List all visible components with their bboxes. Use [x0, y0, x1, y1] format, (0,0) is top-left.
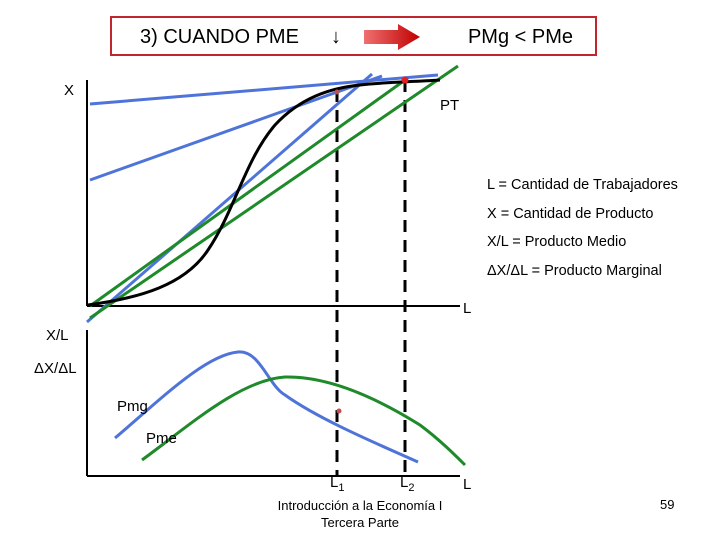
pmg-label: Pmg [117, 398, 148, 415]
top-y-axis-label: X [64, 82, 75, 99]
tangent-point-l2 [401, 76, 409, 84]
l1-letter: L [330, 474, 339, 491]
blue-line-top [89, 73, 439, 106]
down-arrow-icon: ↓ [331, 26, 341, 48]
blue-line-bottom [86, 72, 373, 324]
l1-subscript: 1 [338, 482, 345, 494]
title-right-text: PMg < PMe [467, 26, 573, 48]
legend-line-3: X/L = Producto Medio [487, 234, 627, 250]
bottom-y-axis-label-1: X/L [46, 327, 69, 344]
green-line-ray [89, 78, 406, 308]
l2-letter: L [400, 474, 409, 491]
page-number: 59 [660, 497, 675, 512]
legend-line-4: ΔX/ΔL = Producto Marginal [487, 263, 662, 279]
l1-label: L1 [330, 474, 344, 494]
pme-label: Pme [146, 430, 177, 447]
top-x-axis-label: L [463, 300, 472, 317]
legend-line-2: X = Cantidad de Producto [487, 206, 654, 222]
bottom-y-axis-label-2: ΔX/ΔL [34, 360, 77, 377]
pt-curve-label: PT [440, 97, 460, 114]
implies-arrow-icon [364, 24, 420, 50]
l2-label: L2 [400, 474, 414, 494]
footer-part: Tercera Parte [320, 515, 400, 530]
pmg-curve [114, 350, 419, 464]
pmg-pme-intersection [336, 408, 342, 414]
green-line-steep [89, 64, 459, 320]
title-left-text: 3) CUANDO PME [140, 26, 299, 48]
bottom-x-axis-label: L [463, 476, 472, 493]
pme-curve [141, 375, 467, 467]
title-box: 3) CUANDO PME ↓ PMg < PMe [110, 16, 597, 56]
legend-line-1: L = Cantidad de Trabajadores [487, 177, 678, 193]
pt-curve [87, 78, 441, 307]
footer-course: Introducción a la Economía I [277, 498, 443, 513]
tangent-point-l1 [334, 89, 340, 95]
blue-line-middle [89, 74, 383, 182]
footer: Introducción a la Economía I Tercera Par… [260, 497, 460, 531]
l2-subscript: 2 [408, 482, 415, 494]
